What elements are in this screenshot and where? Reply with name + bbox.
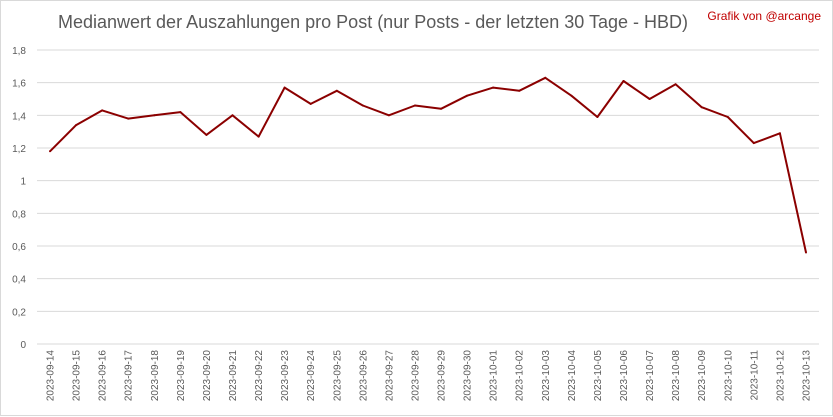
x-tick-label: 2023-09-22 <box>254 350 265 402</box>
x-tick-label: 2023-09-25 <box>332 350 343 402</box>
y-axis-ticks: 0 0,2 0,4 0,6 0,8 1 1,2 1,4 1,6 1,8 <box>12 46 26 351</box>
x-tick-label: 2023-10-05 <box>593 350 604 402</box>
y-tick-label: 1,2 <box>12 144 26 155</box>
data-point <box>414 104 416 107</box>
data-point <box>283 86 286 89</box>
data-point <box>101 109 104 112</box>
x-tick-label: 2023-09-15 <box>72 350 83 402</box>
data-point <box>622 80 625 82</box>
data-point <box>596 116 599 118</box>
x-tick-label: 2023-10-06 <box>619 350 630 402</box>
y-tick-label: 1 <box>20 177 26 188</box>
data-point <box>570 94 573 97</box>
x-tick-label: 2023-10-02 <box>515 350 526 402</box>
x-tick-label: 2023-09-20 <box>202 350 213 402</box>
x-tick-label: 2023-09-27 <box>384 350 395 402</box>
x-tick-label: 2023-10-10 <box>723 350 734 402</box>
y-tick-label: 0,4 <box>12 275 26 286</box>
x-tick-label: 2023-10-07 <box>645 350 656 402</box>
x-tick-label: 2023-10-03 <box>541 350 552 402</box>
data-point <box>127 117 130 120</box>
x-tick-label: 2023-10-08 <box>671 350 682 402</box>
data-point <box>335 89 338 92</box>
series-layer <box>49 76 807 254</box>
y-tick-label: 1,4 <box>12 111 26 122</box>
x-tick-label: 2023-09-21 <box>228 350 239 402</box>
data-point <box>805 251 807 254</box>
x-tick-label: 2023-10-11 <box>749 350 760 401</box>
data-point <box>387 114 390 117</box>
x-tick-label: 2023-09-18 <box>150 350 161 402</box>
x-axis-ticks: 2023-09-14 2023-09-15 2023-09-16 2023-09-17… <box>46 350 813 402</box>
data-point <box>726 116 729 118</box>
chart-title: Medianwert der Auszahlungen pro Post (nu… <box>58 12 688 32</box>
data-point <box>75 124 78 127</box>
y-tick-label: 0,8 <box>12 209 26 220</box>
x-tick-label: 2023-10-12 <box>775 350 786 402</box>
data-point <box>492 86 495 89</box>
x-tick-label: 2023-10-01 <box>489 350 500 402</box>
data-point <box>544 76 547 79</box>
data-point <box>700 106 703 109</box>
data-point <box>440 107 442 110</box>
x-tick-label: 2023-10-13 <box>801 350 812 402</box>
y-tick-label: 0,2 <box>12 307 26 318</box>
series-line <box>49 76 807 253</box>
x-tick-label: 2023-09-17 <box>124 350 135 402</box>
data-point <box>361 104 364 107</box>
data-point <box>205 133 208 136</box>
x-tick-label: 2023-09-16 <box>98 350 109 402</box>
data-point <box>309 102 312 105</box>
data-point <box>648 98 651 100</box>
data-point <box>518 89 521 92</box>
x-tick-label: 2023-09-26 <box>358 350 369 402</box>
x-tick-label: 2023-09-28 <box>410 350 421 402</box>
data-point <box>778 132 781 135</box>
data-point <box>674 83 677 86</box>
x-tick-label: 2023-09-23 <box>280 350 291 402</box>
data-point <box>49 150 51 153</box>
y-tick-label: 1,8 <box>12 46 26 57</box>
x-tick-label: 2023-09-30 <box>463 350 474 402</box>
x-tick-label: 2023-09-14 <box>46 350 57 402</box>
y-tick-label: 1,6 <box>12 79 26 90</box>
gridlines <box>37 49 819 345</box>
data-point <box>153 114 156 117</box>
x-tick-label: 2023-10-09 <box>697 350 708 402</box>
chart-credit: Grafik von @arcange <box>707 9 821 23</box>
data-point <box>179 111 182 114</box>
data-point <box>752 142 755 145</box>
x-tick-label: 2023-10-04 <box>567 350 578 402</box>
x-tick-label: 2023-09-24 <box>306 350 317 402</box>
y-tick-label: 0 <box>20 340 26 351</box>
data-point <box>257 135 260 138</box>
data-point <box>231 114 234 117</box>
x-tick-label: 2023-09-19 <box>176 350 187 402</box>
data-point <box>466 94 469 97</box>
x-tick-label: 2023-09-29 <box>437 350 448 402</box>
y-tick-label: 0,6 <box>12 242 26 253</box>
